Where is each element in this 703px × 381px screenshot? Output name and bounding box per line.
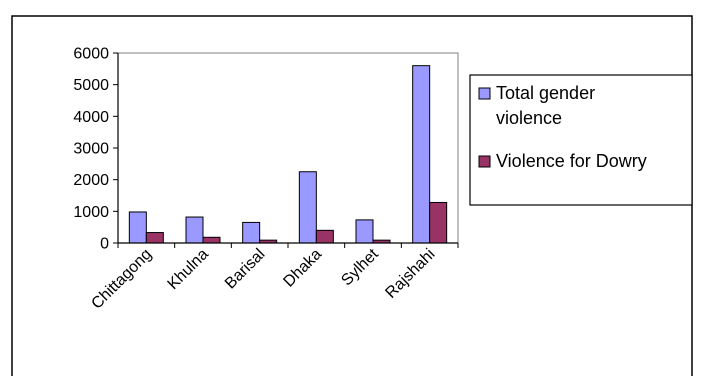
bar-dowry-dhaka (315, 229, 334, 244)
legend-swatch (478, 155, 491, 168)
y-tick-label: 2000 (73, 172, 109, 189)
legend-label: Violence for Dowry (496, 151, 647, 171)
bar-dowry-rajshahi (429, 201, 448, 244)
y-tick-label: 0 (100, 236, 109, 253)
bar-total-sylhet (355, 219, 374, 244)
plot-background (117, 52, 459, 244)
y-tick-label: 6000 (73, 46, 109, 63)
bar-total-dhaka (298, 171, 317, 244)
y-tick-label: 4000 (73, 109, 109, 126)
legend-label: Total gender (496, 83, 595, 103)
y-tick-label: 5000 (73, 77, 109, 94)
bar-total-barisal (242, 221, 261, 244)
y-tick-label: 1000 (73, 204, 109, 221)
legend: Total gender violence Violence for Dowry (469, 74, 693, 206)
bar-dowry-chittagong (145, 232, 164, 244)
legend-swatch (478, 87, 491, 100)
bar-total-khulna (185, 216, 204, 244)
plot-area (117, 52, 459, 244)
bar-total-rajshahi (412, 65, 431, 244)
y-tick-label: 3000 (73, 141, 109, 158)
bar-dowry-khulna (202, 236, 221, 244)
legend-label: violence (496, 108, 562, 128)
bar-total-chittagong (128, 211, 147, 244)
legend-box (469, 74, 693, 206)
